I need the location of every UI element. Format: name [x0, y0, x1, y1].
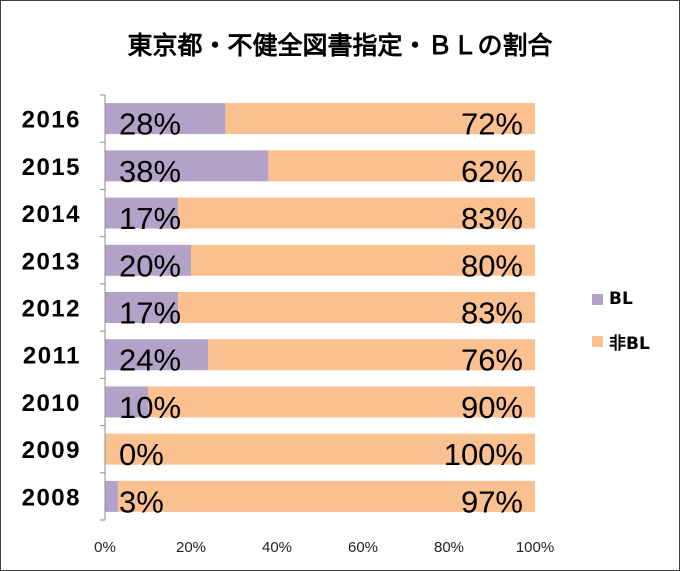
legend-item-bl: BL	[592, 288, 650, 310]
data-label-non-bl-2014: 83%	[461, 201, 523, 236]
bar-non-bl-2016	[225, 103, 535, 135]
bar-bl-2011	[105, 339, 209, 371]
data-label-bl-2011: 24%	[119, 343, 181, 378]
legend-label-bl: BL	[609, 289, 633, 309]
data-label-bl-2015: 38%	[119, 154, 181, 189]
data-label-bl-2010: 10%	[119, 390, 181, 425]
legend-item-non-bl: 非BL	[592, 330, 650, 354]
data-label-bl-2009: 0%	[119, 437, 164, 472]
bar-bl-2008	[105, 480, 118, 512]
data-label-bl-2014: 17%	[119, 201, 181, 236]
category-label-2009: 2009	[22, 437, 81, 464]
data-label-non-bl-2013: 80%	[461, 248, 523, 283]
axes: 0% 20% 40% 60% 80% 100%	[94, 94, 554, 556]
data-label-non-bl-2010: 90%	[461, 390, 523, 425]
bar-non-bl-2009	[105, 433, 535, 465]
bar-bl-2012	[105, 292, 179, 323]
x-tick-label-20: 20%	[176, 539, 206, 556]
bar-non-bl-2012	[178, 292, 535, 323]
data-labels: 28% 72% 38% 62% 17% 83% 20% 80% 17% 83% 24% 76% 10% 9…	[119, 107, 523, 520]
x-tick-label-0: 0%	[94, 539, 116, 556]
bar-non-bl-2011	[208, 339, 535, 371]
legend-label-non-bl: 非BL	[609, 333, 650, 354]
bar-non-bl-2014	[178, 197, 535, 229]
category-label-2010: 2010	[22, 390, 81, 417]
data-label-non-bl-2015: 62%	[461, 154, 523, 189]
bar-non-bl-2015	[268, 150, 535, 182]
data-label-bl-2016: 28%	[119, 107, 181, 142]
data-label-bl-2013: 20%	[119, 248, 181, 283]
category-label-2015: 2015	[22, 154, 81, 181]
bar-bl-2016	[105, 103, 226, 135]
bars-group	[105, 103, 536, 512]
data-label-non-bl-2011: 76%	[461, 343, 523, 378]
legend: BL 非BL	[592, 288, 650, 372]
x-tick-label-60: 60%	[348, 539, 378, 556]
category-label-2008: 2008	[22, 484, 81, 511]
data-label-bl-2012: 17%	[119, 296, 181, 331]
category-label-2016: 2016	[22, 107, 81, 134]
category-label-2011: 2011	[23, 343, 81, 370]
data-label-non-bl-2009: 100%	[444, 437, 523, 472]
bar-non-bl-2010	[148, 386, 535, 418]
chart-title: 東京都・不健全図書指定・ＢＬの割合	[127, 31, 553, 60]
bar-bl-2015	[105, 150, 269, 182]
legend-swatch-non-bl	[592, 335, 603, 347]
category-label-2012: 2012	[22, 296, 81, 323]
category-label-2014: 2014	[22, 201, 81, 228]
data-label-non-bl-2012: 83%	[461, 296, 523, 331]
bar-bl-2010	[105, 386, 148, 418]
data-label-bl-2008: 3%	[119, 484, 164, 519]
bar-non-bl-2008	[117, 480, 536, 512]
bar-bl-2014	[105, 197, 179, 229]
x-tick-label-80: 80%	[434, 539, 464, 556]
x-tick-label-100: 100%	[516, 539, 554, 556]
bar-non-bl-2013	[191, 244, 535, 276]
data-label-non-bl-2008: 97%	[461, 484, 523, 519]
category-label-2013: 2013	[22, 248, 81, 275]
legend-swatch-bl	[592, 293, 603, 305]
bar-bl-2013	[105, 244, 191, 276]
data-label-non-bl-2016: 72%	[461, 107, 523, 142]
category-labels: 2016 2015 2014 2013 2012 2011 2010 2009 2008	[22, 107, 81, 512]
x-tick-label-40: 40%	[262, 539, 292, 556]
